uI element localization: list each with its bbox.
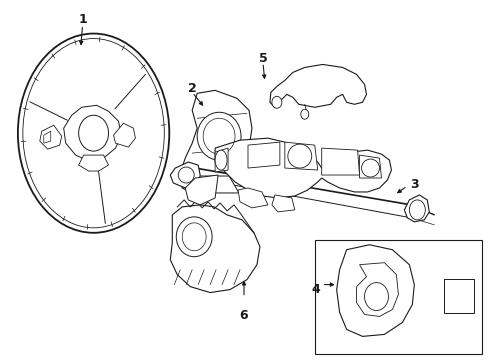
Text: 2: 2: [188, 82, 196, 95]
Polygon shape: [78, 155, 108, 171]
Ellipse shape: [362, 159, 379, 177]
Polygon shape: [177, 176, 239, 193]
Text: 4: 4: [311, 283, 320, 296]
Text: 6: 6: [240, 310, 248, 323]
Polygon shape: [215, 138, 392, 198]
Polygon shape: [337, 245, 415, 336]
Bar: [444, 279, 474, 314]
Polygon shape: [40, 125, 62, 149]
Polygon shape: [285, 142, 318, 170]
Polygon shape: [272, 195, 295, 212]
Bar: [315, 240, 482, 354]
Ellipse shape: [176, 217, 212, 257]
Ellipse shape: [288, 144, 312, 168]
Polygon shape: [171, 205, 260, 293]
Polygon shape: [270, 64, 367, 107]
Polygon shape: [357, 263, 398, 316]
Polygon shape: [185, 175, 218, 205]
Text: 1: 1: [78, 13, 87, 26]
Polygon shape: [322, 148, 360, 175]
Ellipse shape: [178, 167, 194, 183]
Polygon shape: [179, 90, 252, 193]
Polygon shape: [248, 142, 280, 168]
Ellipse shape: [301, 109, 309, 119]
Polygon shape: [360, 155, 382, 178]
Polygon shape: [215, 148, 228, 172]
Ellipse shape: [18, 33, 169, 233]
Ellipse shape: [272, 96, 282, 108]
Text: 5: 5: [259, 53, 268, 66]
Ellipse shape: [78, 115, 108, 151]
Polygon shape: [114, 123, 135, 147]
Polygon shape: [404, 195, 429, 222]
Polygon shape: [238, 188, 268, 208]
Polygon shape: [171, 162, 200, 188]
Ellipse shape: [197, 112, 241, 160]
Text: 3: 3: [410, 178, 418, 191]
Ellipse shape: [215, 150, 227, 170]
Polygon shape: [64, 105, 122, 161]
Ellipse shape: [365, 283, 389, 310]
